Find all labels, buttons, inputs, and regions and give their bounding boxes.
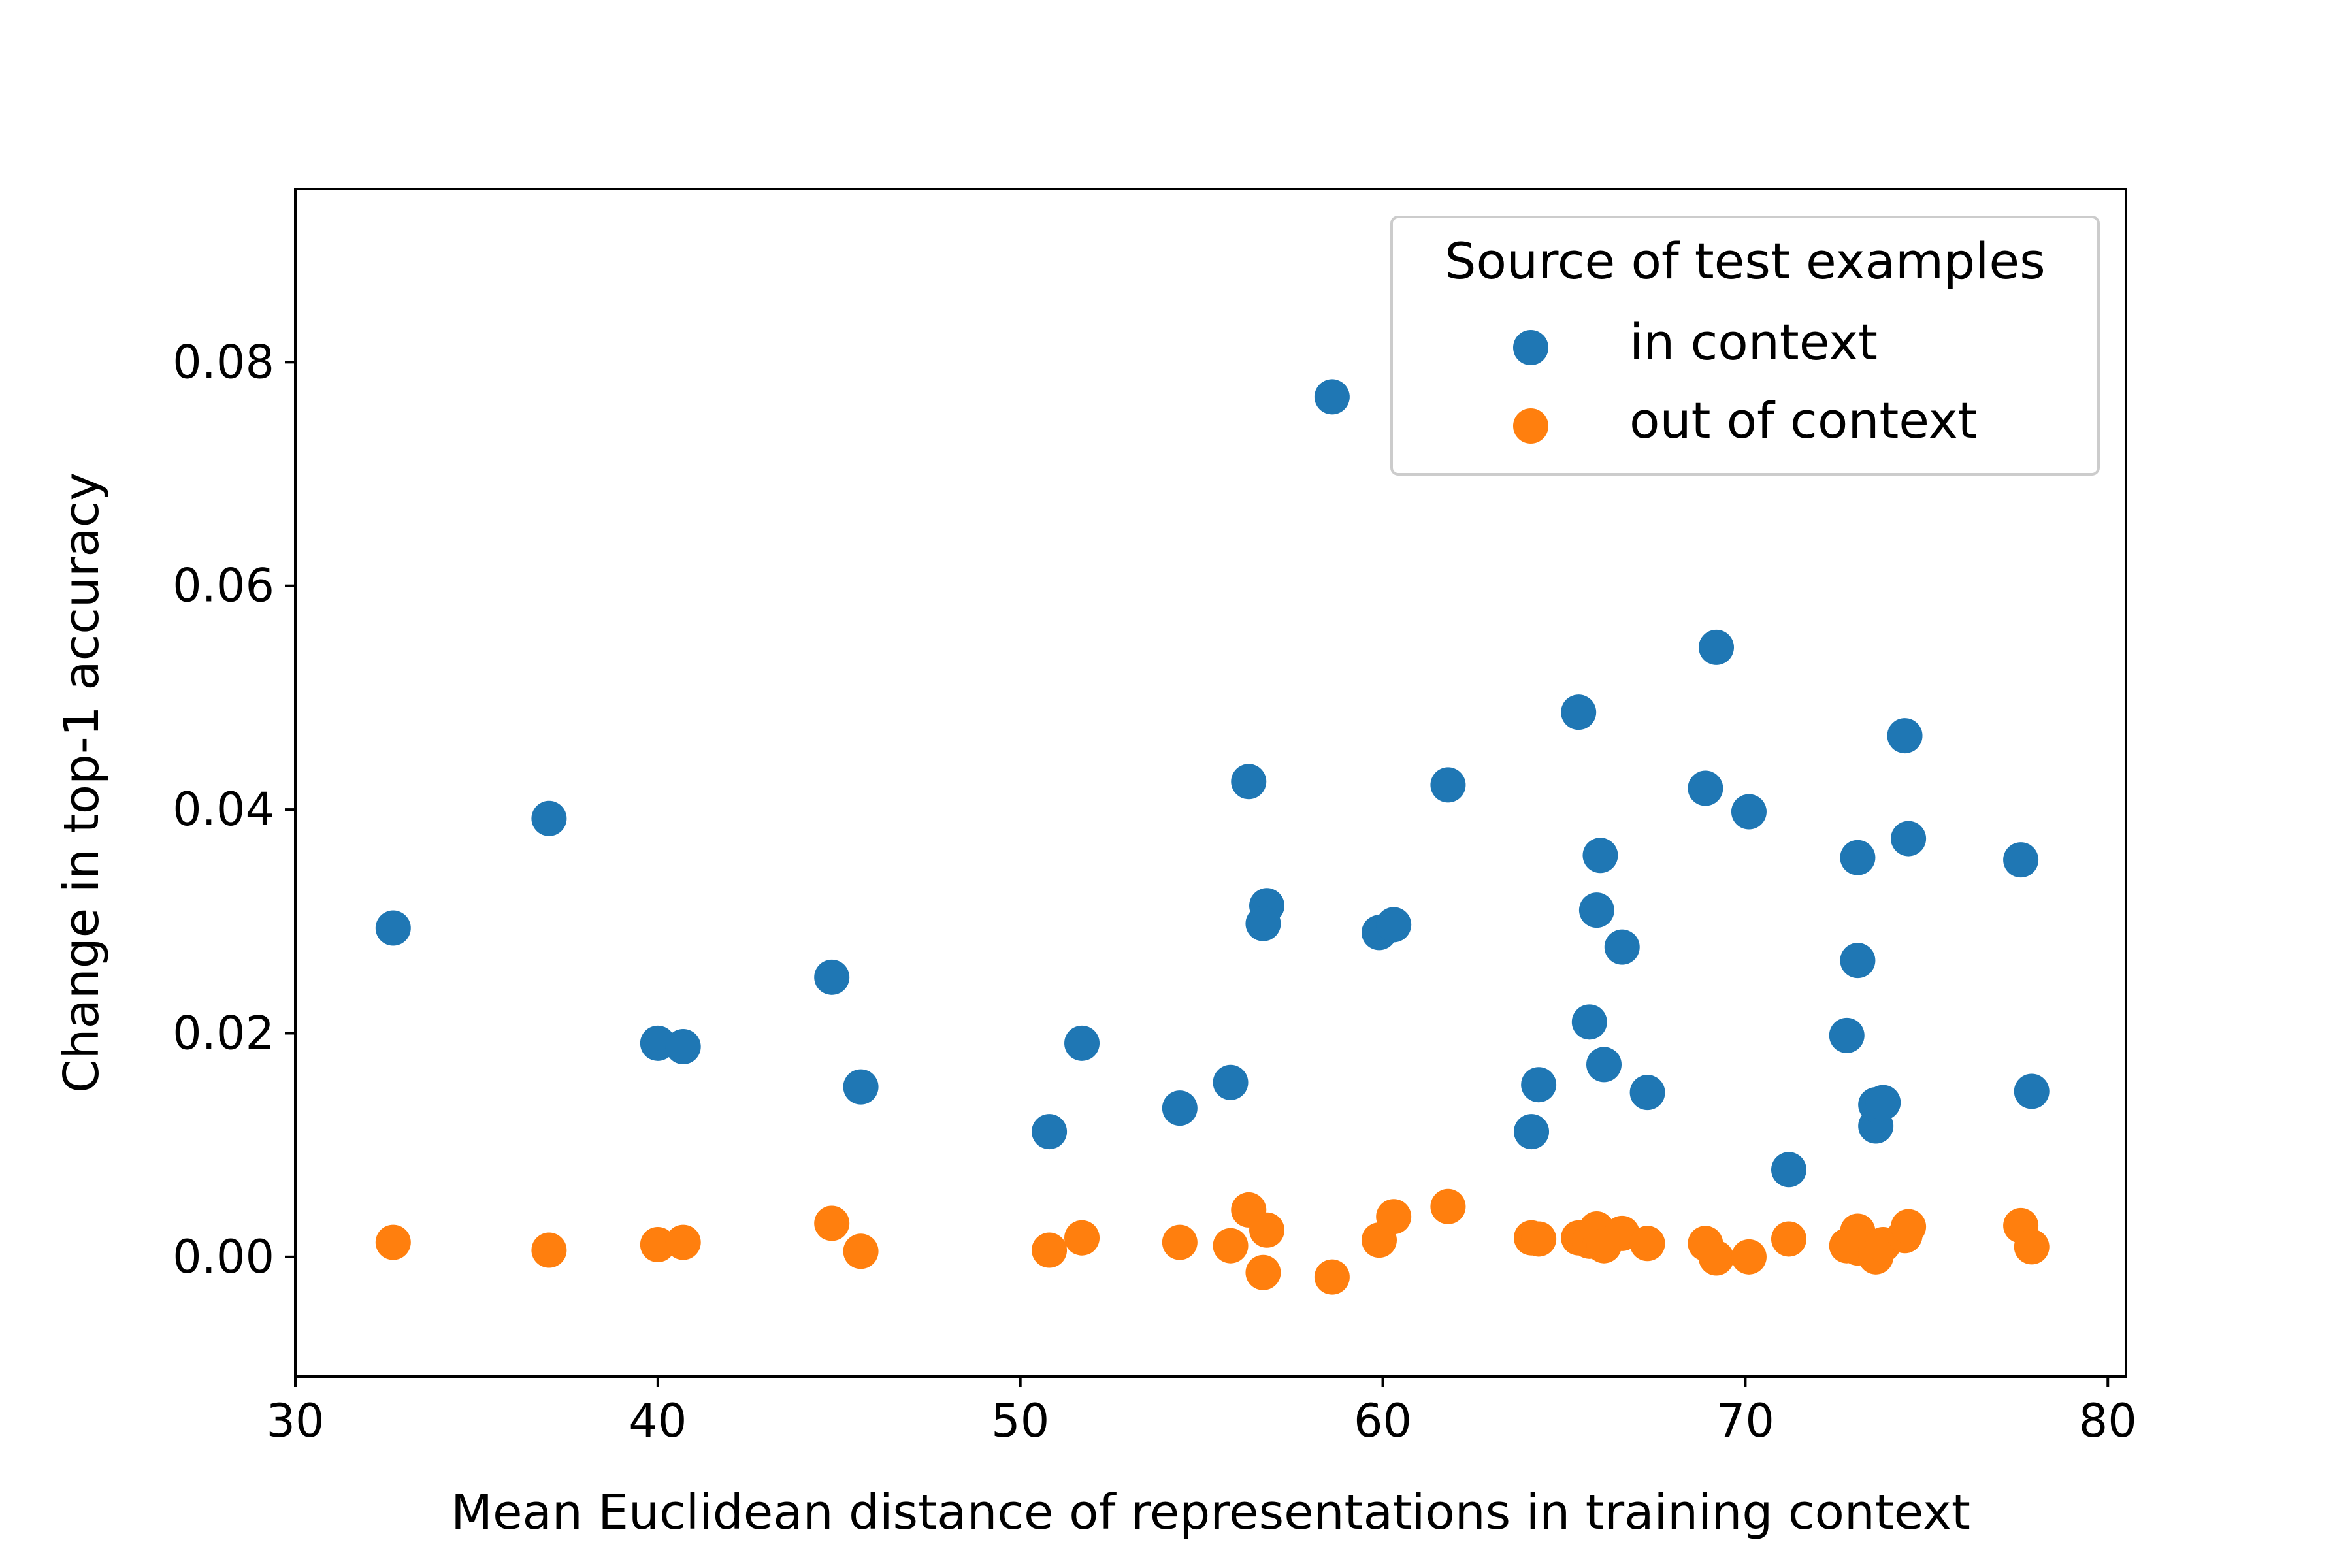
scatter-point-in-context	[1688, 770, 1723, 806]
scatter-point-out-of-context	[1032, 1232, 1068, 1268]
scatter-point-in-context	[1887, 718, 1923, 754]
scatter-point-out-of-context	[1376, 1199, 1412, 1235]
axes: 30 40 50 60 70 80 0.00 0.02 0.04 0.06 0.08	[172, 335, 2137, 1448]
scatter-point-out-of-context	[1430, 1188, 1466, 1224]
scatter-point-out-of-context	[1629, 1226, 1665, 1262]
scatter-point-in-context	[1162, 1090, 1198, 1126]
scatter-point-out-of-context	[375, 1224, 411, 1260]
scatter-point-in-context	[1840, 943, 1876, 979]
scatter-point-out-of-context	[1891, 1209, 1927, 1245]
scatter-point-out-of-context	[2014, 1229, 2050, 1265]
scatter-point-in-context	[1514, 1114, 1550, 1150]
scatter-point-out-of-context	[1162, 1224, 1198, 1260]
scatter-point-in-context	[1865, 1085, 1901, 1120]
x-tick-label: 80	[2079, 1394, 2137, 1448]
scatter-point-out-of-context	[843, 1233, 879, 1269]
scatter-point-in-context	[375, 910, 411, 946]
scatter-point-in-context	[1521, 1067, 1557, 1103]
scatter-point-in-context	[1829, 1017, 1865, 1053]
scatter-point-in-context	[1582, 838, 1618, 874]
scatter-point-out-of-context	[531, 1232, 567, 1268]
legend-label-in-context: in context	[1629, 313, 1878, 371]
scatter-point-in-context	[1840, 840, 1876, 875]
scatter-point-in-context	[1213, 1064, 1249, 1100]
scatter-point-in-context	[1032, 1114, 1068, 1150]
scatter-point-in-context	[1571, 1004, 1607, 1040]
scatter-point-in-context	[2014, 1073, 2050, 1109]
legend: Source of test examples in context out o…	[1390, 216, 2100, 476]
scatter-point-out-of-context	[640, 1227, 676, 1262]
scatter-point-in-context	[2003, 842, 2039, 878]
scatter-point-in-context	[1699, 629, 1735, 665]
scatter-point-in-context	[843, 1069, 879, 1105]
y-tick-label: 0.04	[172, 783, 274, 836]
scatter-point-out-of-context	[1249, 1212, 1285, 1248]
scatter-point-out-of-context	[1213, 1228, 1249, 1264]
scatter-point-in-context	[1731, 794, 1767, 830]
scatter-point-out-of-context	[1731, 1239, 1767, 1275]
scatter-point-in-context	[1629, 1075, 1665, 1111]
scatter-point-in-context	[1586, 1047, 1622, 1083]
x-tick-label: 50	[991, 1394, 1049, 1448]
scatter-point-in-context	[1578, 892, 1614, 928]
scatter-point-out-of-context	[1771, 1221, 1806, 1257]
scatter-point-out-of-context	[1521, 1221, 1557, 1257]
x-tick-label: 30	[266, 1394, 324, 1448]
x-tick-label: 40	[629, 1394, 687, 1448]
x-tick-label: 60	[1354, 1394, 1412, 1448]
plot-area-frame	[294, 188, 2127, 1378]
y-tick-label: 0.08	[172, 335, 274, 389]
legend-frame	[1390, 216, 2100, 476]
scatter-point-in-context	[1376, 907, 1412, 943]
scatter-point-in-context	[1231, 764, 1267, 800]
scatter-point-in-context	[814, 959, 850, 995]
scatter-point-in-context	[1891, 821, 1927, 857]
legend-marker-out-of-context	[1513, 408, 1548, 444]
scatter-point-in-context	[531, 800, 567, 836]
legend-title: Source of test examples	[1445, 232, 2045, 290]
scatter-point-out-of-context	[814, 1205, 850, 1241]
legend-marker-in-context	[1513, 330, 1548, 365]
y-tick-label: 0.02	[172, 1006, 274, 1060]
scatter-point-in-context	[1430, 767, 1466, 803]
scatter-point-out-of-context	[1245, 1254, 1281, 1290]
scatter-point-in-context	[1561, 694, 1597, 730]
scatter-point-out-of-context	[1699, 1240, 1735, 1276]
scatter-point-out-of-context	[665, 1224, 701, 1260]
scatter-point-in-context	[1314, 379, 1350, 415]
x-axis-label: Mean Euclidean distance of representatio…	[451, 1484, 1970, 1541]
y-tick-label: 0.06	[172, 559, 274, 613]
scatter-point-out-of-context	[1314, 1259, 1350, 1295]
legend-label-out-of-context: out of context	[1629, 391, 1977, 449]
scatter-point-in-context	[1604, 929, 1640, 965]
x-tick-label: 70	[1716, 1394, 1774, 1448]
scatter-point-in-context	[1771, 1152, 1806, 1188]
y-axis-label: Change in top-1 accuracy	[54, 472, 110, 1093]
plot-marks	[375, 379, 2050, 1295]
scatter-point-in-context	[1245, 906, 1281, 941]
scatter-point-out-of-context	[1064, 1220, 1100, 1256]
scatter-point-in-context	[665, 1029, 701, 1064]
y-tick-label: 0.00	[172, 1230, 274, 1284]
scatter-point-in-context	[1064, 1025, 1100, 1061]
